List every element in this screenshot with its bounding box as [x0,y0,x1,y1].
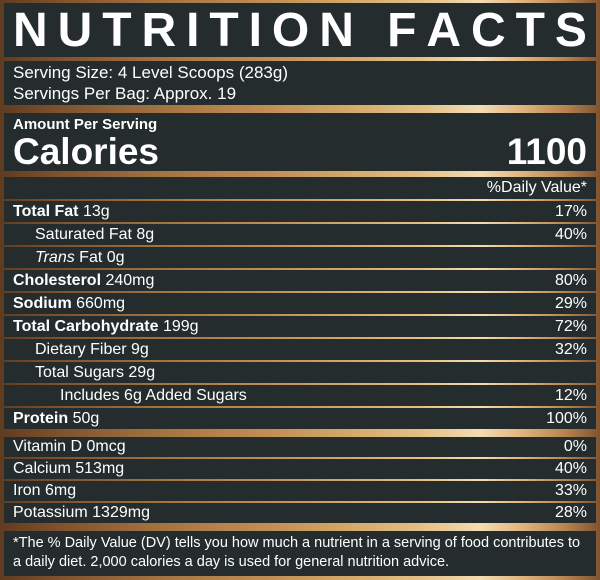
nutrient-row-label: Saturated Fat 8g [35,226,154,244]
nutrient-rows: Total Fat 13g 17% Saturated Fat 8g 40% T… [4,201,596,437]
serving-info-panel: Serving Size: 4 Level Scoops (283g) Serv… [4,61,596,105]
nutrient-dv: 40% [554,225,587,243]
calories-panel: Amount Per Serving Calories 1100 [4,113,596,171]
nutrient-row-label: Total Fat 13g [13,203,110,221]
nutrient-name: Trans [35,248,75,266]
nutrient-dv: 33% [554,482,587,499]
nutrient-amount: 50g [72,409,100,427]
nutrient-name: Vitamin D [13,438,83,455]
nutrient-name: Cholesterol [13,271,102,289]
calories-label: Calories [13,131,160,172]
nutrient-row-label: Calcium 513mg [13,460,124,478]
nutrient-dv: 100% [546,409,587,427]
nutrient-dv: 40% [554,460,587,477]
nutrient-row-label: Vitamin D 0mcg [13,438,126,456]
amount-per-serving-label: Amount Per Serving [13,116,158,133]
nutrient-name: Calcium [13,460,71,477]
nutrient-name: Iron [13,482,41,499]
nutrient-amount: 513mg [75,460,125,477]
servings-per-bag: Servings Per Bag: Approx. 19 [13,84,237,103]
nutrient-row-label: Sodium 660mg [13,295,125,313]
nutrient-amount: 9g [131,340,149,358]
nutrient-name: Protein [13,409,69,427]
nutrient-amount: 29g [128,363,156,381]
serving-size: Serving Size: 4 Level Scoops (283g) [13,63,288,82]
nutrient-row: Protein 50g 100% [4,408,596,429]
nutrient-dv: 17% [554,202,587,220]
nutrient-row: Dietary Fiber 9g 32% [4,339,596,360]
nutrient-name: Dietary Fiber [35,340,127,358]
micronutrient-rows: Vitamin D 0mcg 0% Calcium 513mg 40% Iron… [4,437,596,531]
nutrient-amount: 8g [136,225,155,243]
nutrient-name: Sodium [13,294,72,312]
nutrient-row-label: Protein 50g [13,410,99,428]
nutrient-row: Cholesterol 240mg 80% [4,270,596,291]
nutrient-amount: 199g [162,317,199,335]
calories-row: Calories 1100 [13,131,587,172]
footnote-text: *The % Daily Value (DV) tells you how mu… [13,535,581,570]
nutrient-row: Vitamin D 0mcg 0% [4,437,596,457]
nutrient-dv: 0% [563,438,587,455]
nutrient-row-label: Potassium 1329mg [13,504,150,522]
daily-value-header: %Daily Value* [4,177,596,199]
nutrient-name: Saturated Fat [35,225,132,243]
nutrient-amount: 660mg [76,294,126,312]
nutrient-amount: 240mg [105,271,155,289]
nutrient-dv: 72% [554,317,587,335]
nutrient-dv: 80% [554,271,587,289]
nutrient-name: Includes 6g Added Sugars [60,386,247,404]
nutrient-name: Total Fat [13,202,79,220]
nutrient-row: Includes 6g Added Sugars 12% [4,385,596,406]
nutrient-row: Total Carbohydrate 199g 72% [4,316,596,337]
nutrient-amount: 1329mg [92,504,150,521]
nutrient-amount: Fat 0g [79,248,125,266]
nutrient-dv: 32% [554,340,587,358]
nutrient-row: Saturated Fat 8g 40% [4,224,596,245]
nutrient-row-label: Dietary Fiber 9g [35,341,149,359]
nutrient-row-label: Total Sugars 29g [35,364,155,382]
nutrient-dv: 12% [554,386,587,404]
nutrient-row-label: Cholesterol 240mg [13,272,154,290]
nutrient-row: Calcium 513mg 40% [4,459,596,479]
nutrient-dv: 29% [554,294,587,312]
nutrient-name: Potassium [13,504,88,521]
nutrient-row: Iron 6mg 33% [4,481,596,501]
nutrient-row: Total Sugars 29g [4,362,596,383]
nutrient-amount: 0mcg [86,438,126,455]
nutrient-name: Total Carbohydrate [13,317,159,335]
nutrient-row-label: Trans Fat 0g [35,249,125,267]
nutrient-row-label: Iron 6mg [13,482,76,500]
nutrient-row: Trans Fat 0g [4,247,596,268]
daily-value-header-text: %Daily Value* [486,179,587,196]
nutrient-row-label: Total Carbohydrate 199g [13,318,199,336]
nutrient-row: Total Fat 13g 17% [4,201,596,222]
footnote-panel: *The % Daily Value (DV) tells you how mu… [4,531,596,576]
calories-value: 1100 [506,131,587,172]
nutrient-row: Potassium 1329mg 28% [4,503,596,523]
nutrient-amount: 13g [82,202,110,220]
nutrient-row: Sodium 660mg 29% [4,293,596,314]
nutrient-amount: 6mg [45,482,77,499]
nutrient-name: Total Sugars [35,363,124,381]
nutrient-row-label: Includes 6g Added Sugars [60,387,247,405]
nutrient-dv: 28% [554,504,587,521]
